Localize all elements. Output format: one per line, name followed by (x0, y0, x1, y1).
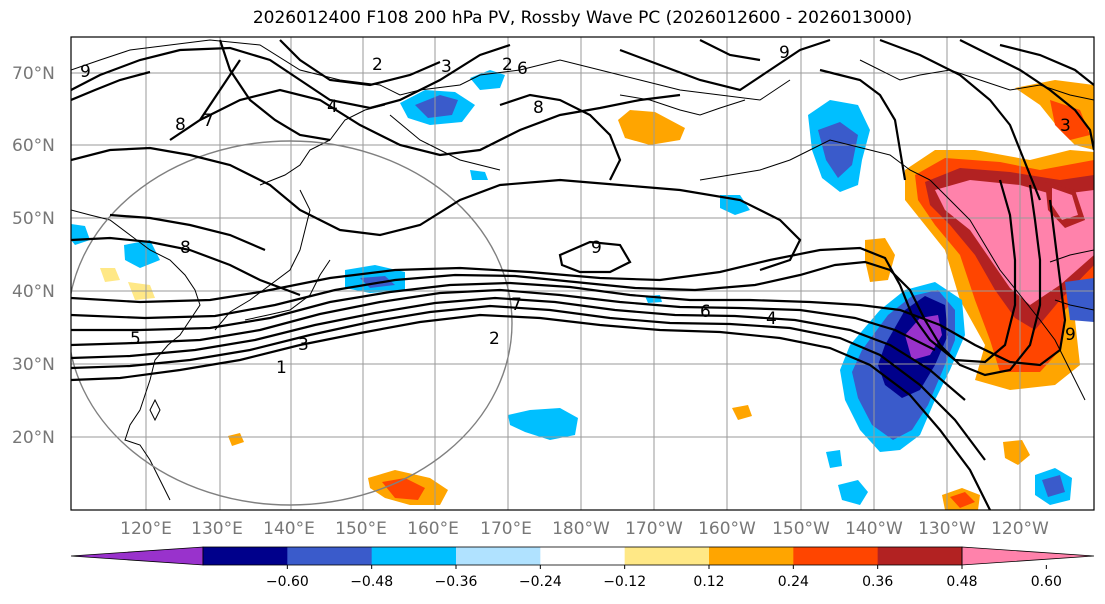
pv-contours (71, 38, 1094, 510)
contour-label: 1 (276, 358, 287, 378)
colorbar-swatch (877, 547, 963, 565)
colorbar-extend-high (961, 546, 1095, 566)
contour-label: 4 (766, 309, 777, 329)
longitude-labels: 120°E 130°E 140°E 150°E 160°E 170°E 180°… (120, 519, 1049, 539)
colorbar-tick-label: 0.48 (946, 574, 977, 590)
map-title: 2026012400 F108 200 hPa PV, Rossby Wave … (252, 8, 913, 28)
lon-label: 130°W (918, 519, 976, 539)
lon-label: 170°E (480, 519, 532, 539)
colorbar: −0.60 −0.48 −0.36 −0.24 −0.12 0.12 0.24 0.36 0.4… (70, 546, 1095, 590)
contour-label: 9 (1065, 325, 1076, 345)
contour-label: 2 (372, 55, 383, 75)
contour-label: 8 (180, 238, 191, 258)
colorbar-tick-label: 0.36 (862, 574, 893, 590)
lat-label: 30°N (12, 355, 55, 375)
colorbar-tick-label: 0.12 (693, 574, 724, 590)
lon-label: 150°W (772, 519, 830, 539)
colorbar-tick-label: −0.36 (435, 574, 478, 590)
lon-label: 120°W (991, 519, 1049, 539)
contour-label-group: 9 8 7 2 3 2 6 8 9 4 8 9 7 6 4 2 3 1 5 3 … (80, 43, 1076, 378)
lon-label: 140°E (263, 519, 315, 539)
range-ring (71, 140, 513, 506)
contour-label: 9 (80, 62, 91, 82)
lon-label: 160°E (407, 519, 459, 539)
contour-label: 3 (298, 335, 309, 355)
lon-label: 140°W (845, 519, 903, 539)
contour-label: 2 (489, 329, 500, 349)
colorbar-tick-label: 0.24 (778, 574, 809, 590)
latitude-labels: 70°N 60°N 50°N 40°N 30°N 20°N (12, 64, 55, 448)
contour-label: 7 (511, 295, 522, 315)
lon-label: 160°W (698, 519, 756, 539)
colorbar-swatch (624, 547, 710, 565)
colorbar-swatch (456, 547, 541, 565)
map-area (71, 37, 1094, 510)
contour-label: 4 (327, 97, 338, 117)
contour-label: 3 (441, 57, 452, 77)
contour-label: 5 (130, 329, 141, 349)
colorbar-swatch (709, 547, 794, 565)
colorbar-tick-label: −0.48 (350, 574, 393, 590)
coastlines (71, 39, 1094, 501)
contour-label: 6 (700, 302, 711, 322)
colorbar-swatch (287, 547, 373, 565)
colorbar-tick-label: −0.12 (603, 574, 646, 590)
lat-label: 40°N (12, 282, 55, 302)
contour-label: 2 (502, 55, 513, 75)
colorbar-swatch (371, 547, 457, 565)
colorbar-swatch (203, 547, 288, 565)
contour-label: 3 (1060, 116, 1071, 136)
contour-label: 9 (591, 238, 602, 258)
lon-label: 150°E (335, 519, 387, 539)
lat-label: 60°N (12, 136, 55, 156)
lon-label: 130°E (191, 519, 243, 539)
colorbar-swatch (793, 547, 879, 565)
contour-label: 8 (533, 98, 544, 118)
colorbar-extend-low (70, 546, 204, 566)
colorbar-swatch (540, 547, 626, 565)
lat-label: 70°N (12, 64, 55, 84)
contour-label: 8 (175, 115, 186, 135)
shading-layer (71, 70, 1094, 510)
lat-label: 20°N (12, 428, 55, 448)
contour-label: 6 (517, 59, 528, 79)
lon-label: 180°W (552, 519, 610, 539)
colorbar-tick-label: 0.60 (1031, 574, 1062, 590)
colorbar-outline (202, 546, 963, 566)
lat-label: 50°N (12, 209, 55, 229)
colorbar-tick-label: −0.60 (266, 574, 309, 590)
map-frame (70, 36, 1095, 511)
colorbar-tick-label: −0.24 (519, 574, 562, 590)
lon-label: 170°W (625, 519, 683, 539)
contour-label: 9 (779, 43, 790, 63)
lon-label: 120°E (120, 519, 172, 539)
contour-label: 7 (203, 111, 214, 131)
